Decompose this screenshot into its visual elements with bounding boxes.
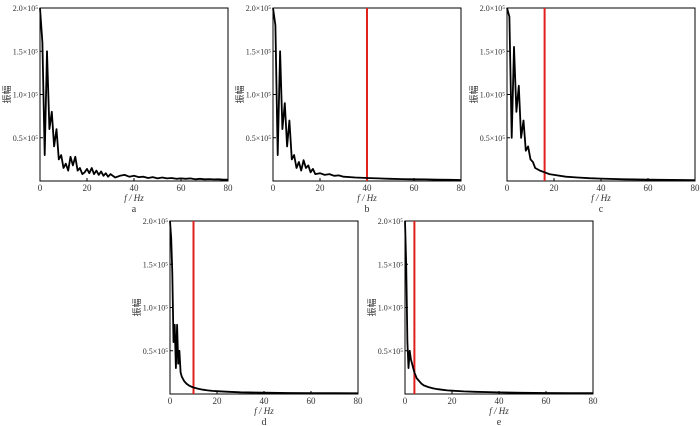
y-tick-label: 1.5×10⁵: [378, 260, 404, 269]
y-tick-label: 2.0×10⁵: [246, 4, 272, 13]
plot-frame: [169, 220, 359, 395]
x-tick-label: 40: [130, 183, 140, 193]
spectrum-line: [272, 7, 462, 181]
x-tick-label: 0: [403, 396, 408, 406]
panel-e: 0 20 40 60 80 0.5×10⁵ 1.0×10⁵ 1.5×10⁵ 2.0×10⁵ f /…: [366, 217, 598, 426]
x-axis-title: f / Hz: [591, 193, 611, 203]
panel-label: d: [262, 417, 267, 426]
panel-a: 0 20 40 60 80 0.5×10⁵ 1.0×10⁵ 1.5×10⁵ 2.0×10⁵ f /…: [1, 4, 233, 215]
x-tick-label: 0: [271, 183, 276, 193]
x-axis-title: f / Hz: [124, 193, 144, 203]
x-tick-label: 40: [495, 396, 505, 406]
y-tick-label: 1.0×10⁵: [246, 91, 272, 100]
y-axis-title: 振幅: [131, 298, 142, 316]
y-tick-label: 0.5×10⁵: [246, 134, 272, 143]
x-axis-title: f / Hz: [489, 406, 509, 416]
spectrum-line: [39, 7, 228, 181]
x-tick-label: 40: [363, 183, 373, 193]
x-tick-label: 20: [213, 396, 223, 406]
y-axis-title: 振幅: [468, 85, 479, 103]
y-tick-label: 0.5×10⁵: [143, 347, 169, 356]
x-tick-label: 80: [457, 183, 467, 193]
x-tick-label: 40: [597, 183, 607, 193]
y-tick-label: 2.0×10⁵: [143, 217, 169, 226]
x-tick-label: 20: [448, 396, 458, 406]
x-tick-label: 0: [38, 183, 43, 193]
x-tick-label: 0: [168, 396, 173, 406]
y-tick-label: 2.0×10⁵: [13, 4, 39, 13]
y-tick-label: 0.5×10⁵: [378, 347, 404, 356]
x-tick-label: 80: [224, 183, 234, 193]
x-axis-title: f / Hz: [254, 406, 274, 416]
x-tick-label: 60: [542, 396, 552, 406]
x-tick-label: 20: [83, 183, 93, 193]
y-tick-label: 1.0×10⁵: [143, 304, 169, 313]
panel-b: 0 20 40 60 80 0.5×10⁵ 1.0×10⁵ 1.5×10⁵ 2.0×10⁵ f /…: [234, 4, 466, 215]
y-tick-label: 1.5×10⁵: [13, 47, 39, 56]
plot-frame: [506, 7, 696, 182]
y-axis-title: 振幅: [234, 85, 245, 103]
spectrum-line: [404, 220, 594, 395]
y-tick-label: 1.0×10⁵: [378, 304, 404, 313]
x-tick-label: 80: [354, 396, 364, 406]
x-tick-label: 80: [691, 183, 700, 193]
panel-label: c: [599, 204, 604, 215]
spectrum-line: [506, 7, 696, 181]
panel-c: 0 20 40 60 80 0.5×10⁵ 1.0×10⁵ 1.5×10⁵ 2.0×10⁵ f /…: [468, 4, 700, 215]
x-tick-label: 0: [505, 183, 510, 193]
y-tick-label: 1.5×10⁵: [246, 47, 272, 56]
x-tick-label: 40: [260, 396, 270, 406]
y-tick-label: 1.0×10⁵: [13, 91, 39, 100]
y-tick-label: 1.0×10⁵: [480, 91, 506, 100]
y-tick-label: 1.5×10⁵: [480, 47, 506, 56]
x-tick-label: 60: [307, 396, 317, 406]
y-tick-label: 2.0×10⁵: [480, 4, 506, 13]
x-tick-label: 80: [589, 396, 599, 406]
spectrum-line: [169, 220, 359, 395]
y-tick-label: 2.0×10⁵: [378, 217, 404, 226]
x-tick-label: 20: [550, 183, 560, 193]
y-axis-title: 振幅: [1, 85, 12, 103]
panel-label: e: [497, 417, 502, 426]
panel-d: 0 20 40 60 80 0.5×10⁵ 1.0×10⁵ 1.5×10⁵ 2.0×10⁵ f /…: [131, 217, 363, 426]
panel-label: b: [365, 204, 370, 215]
y-tick-label: 1.5×10⁵: [143, 260, 169, 269]
plot-frame: [39, 7, 229, 182]
y-tick-label: 0.5×10⁵: [480, 134, 506, 143]
x-tick-label: 60: [410, 183, 420, 193]
panel-label: a: [132, 204, 137, 215]
y-tick-label: 0.5×10⁵: [13, 134, 39, 143]
plot-frame: [404, 220, 594, 395]
x-axis-title: f / Hz: [357, 193, 377, 203]
x-tick-label: 60: [644, 183, 654, 193]
x-tick-label: 60: [177, 183, 187, 193]
x-tick-label: 20: [316, 183, 326, 193]
y-axis-title: 振幅: [366, 298, 377, 316]
